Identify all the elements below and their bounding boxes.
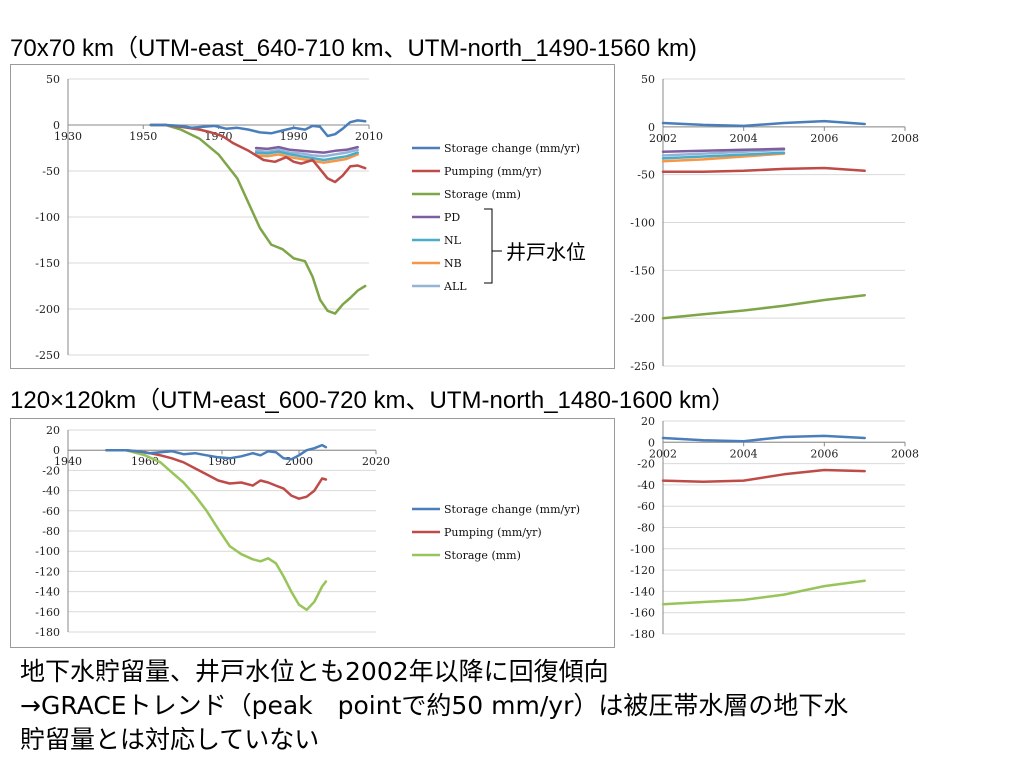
series-line-pumping bbox=[661, 468, 866, 483]
series-line-all bbox=[661, 148, 786, 157]
chart-frame-bottom-left bbox=[10, 418, 615, 648]
y-tick-label: 0 bbox=[648, 436, 655, 449]
x-tick-label: 2002 bbox=[649, 132, 677, 145]
y-tick-label: 0 bbox=[53, 444, 60, 457]
y-tick-label: -150 bbox=[630, 264, 655, 277]
series-line-pd bbox=[661, 147, 786, 153]
legend-label: PD bbox=[444, 211, 460, 224]
y-tick-label: -40 bbox=[42, 485, 60, 498]
y-tick-label: -20 bbox=[637, 458, 655, 471]
x-tick-label: 2002 bbox=[649, 447, 677, 460]
summary-line-2: →GRACEトレンド（peak pointで約50 mm/yr）は被圧帯水層の地… bbox=[20, 691, 849, 720]
x-tick-label: 1950 bbox=[129, 130, 157, 143]
y-tick-label: -100 bbox=[35, 545, 60, 558]
y-tick-label: 20 bbox=[641, 415, 655, 428]
series-line-storage-bottom bbox=[105, 448, 328, 612]
chart-bottom-right: 20 0 -20 -40 -60 -80 -100 -120 -140 -160 -180 2002 2… bbox=[630, 415, 919, 641]
legend-label: Storage (mm) bbox=[444, 188, 521, 201]
series-line-storage-bottom bbox=[661, 579, 866, 606]
x-tick-label: 2004 bbox=[730, 447, 758, 460]
series-line-nl bbox=[661, 151, 786, 160]
y-tick-label: -250 bbox=[630, 360, 655, 373]
chart-top-right: 50 0 -50 -100 -150 -200 -250 2002 2004 2006 2008 bbox=[630, 73, 919, 373]
y-tick-label: -250 bbox=[35, 349, 60, 362]
x-tick-label: 2010 bbox=[355, 130, 383, 143]
y-tick-label: -200 bbox=[630, 312, 655, 325]
chart-title-120km: 120×120km（UTM-east_600-720 km、UTM-north_… bbox=[10, 387, 735, 414]
y-tick-label: -140 bbox=[35, 586, 60, 599]
x-tick-label: 2006 bbox=[810, 447, 838, 460]
summary-text: 地下水貯留量、井戸水位とも2002年以降に回復傾向 →GRACEトレンド（pea… bbox=[20, 655, 1020, 757]
y-tick-label: -140 bbox=[630, 585, 655, 598]
chart-title-70km: 70x70 km（UTM-east_640-710 km、UTM-north_1… bbox=[10, 35, 697, 62]
y-tick-label: -50 bbox=[637, 169, 655, 182]
well-level-bracket: 井戸水位 bbox=[484, 208, 586, 284]
y-tick-label: -180 bbox=[630, 628, 655, 641]
chart-frame-top-left bbox=[10, 64, 615, 369]
y-tick-label: -50 bbox=[42, 165, 60, 178]
series-line-pd bbox=[254, 145, 359, 154]
series-line-pumping bbox=[661, 166, 866, 174]
series-line-all bbox=[254, 148, 359, 158]
y-tick-label: -120 bbox=[630, 564, 655, 577]
series-line-nl bbox=[254, 150, 359, 162]
x-tick-label: 1930 bbox=[54, 130, 82, 143]
y-tick-label: 0 bbox=[53, 119, 60, 132]
y-tick-label: -100 bbox=[35, 211, 60, 224]
y-tick-label: -80 bbox=[42, 525, 60, 538]
y-tick-label: -60 bbox=[637, 500, 655, 513]
legend-label: Pumping (mm/yr) bbox=[444, 526, 542, 539]
y-tick-label: -160 bbox=[35, 606, 60, 619]
x-tick-label: 2004 bbox=[730, 132, 758, 145]
y-tick-label: -160 bbox=[630, 607, 655, 620]
y-tick-label: -100 bbox=[630, 543, 655, 556]
y-tick-label: -150 bbox=[35, 257, 60, 270]
legend-label: Storage change (mm/yr) bbox=[444, 142, 580, 155]
series-line-storage-top bbox=[149, 123, 367, 315]
x-tick-label: 2006 bbox=[810, 132, 838, 145]
series-line-storage-change bbox=[661, 119, 866, 128]
y-tick-label: -20 bbox=[42, 464, 60, 477]
bracket-line bbox=[484, 208, 502, 284]
y-tick-label: -180 bbox=[35, 626, 60, 639]
y-tick-label: -80 bbox=[637, 522, 655, 535]
x-tick-label: 1990 bbox=[280, 130, 308, 143]
legend-label: Storage change (mm/yr) bbox=[444, 503, 580, 516]
y-tick-label: -200 bbox=[35, 303, 60, 316]
series-line-storage-change bbox=[149, 119, 367, 138]
y-tick-label: -120 bbox=[35, 565, 60, 578]
series-line-storage-change bbox=[105, 443, 328, 461]
legend-label: ALL bbox=[443, 280, 467, 293]
well-level-label: 井戸水位 bbox=[506, 240, 586, 264]
y-tick-label: 50 bbox=[46, 73, 60, 86]
x-tick-label: 2020 bbox=[362, 455, 390, 468]
x-tick-label: 1940 bbox=[54, 455, 82, 468]
legend-label: NL bbox=[444, 234, 462, 247]
series-line-pumping bbox=[105, 448, 328, 500]
y-tick-label: -40 bbox=[637, 479, 655, 492]
series-line-storage-top bbox=[661, 293, 866, 320]
x-tick-label: 2008 bbox=[891, 447, 919, 460]
series-line-storage-change bbox=[661, 434, 866, 443]
series-line-nb bbox=[661, 152, 786, 163]
y-tick-label: 20 bbox=[46, 424, 60, 437]
series-line-pumping bbox=[149, 123, 367, 184]
summary-line-3: 貯留量とは対応していない bbox=[20, 725, 320, 754]
y-tick-label: -100 bbox=[630, 217, 655, 230]
summary-line-1: 地下水貯留量、井戸水位とも2002年以降に回復傾向 bbox=[20, 657, 609, 686]
y-tick-label: 0 bbox=[648, 121, 655, 134]
x-tick-label: 2008 bbox=[891, 132, 919, 145]
y-tick-label: 50 bbox=[641, 73, 655, 86]
legend-label: NB bbox=[444, 257, 462, 270]
legend-label: Storage (mm) bbox=[444, 549, 521, 562]
legend-label: Pumping (mm/yr) bbox=[444, 165, 542, 178]
series-line-nb bbox=[254, 153, 359, 164]
y-tick-label: -60 bbox=[42, 505, 60, 518]
